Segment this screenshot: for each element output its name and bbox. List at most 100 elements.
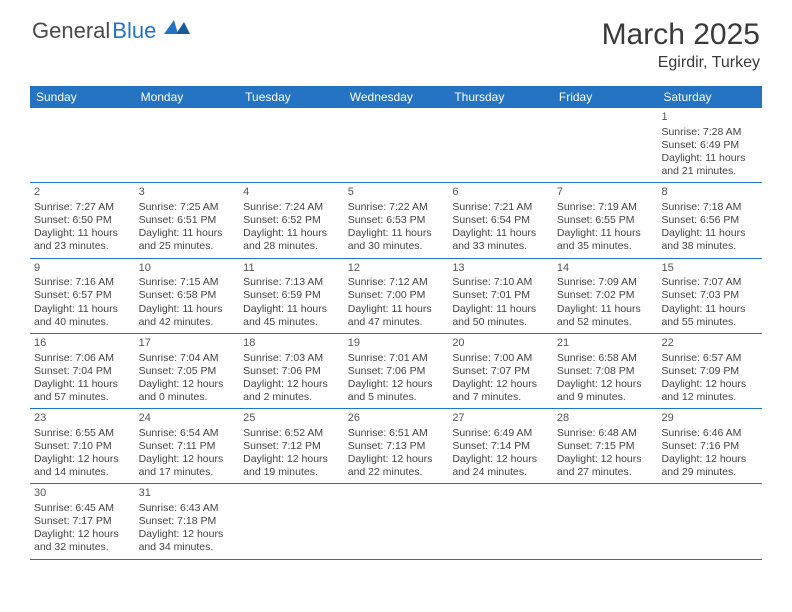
day-sunrise: Sunrise: 7:16 AM [34,276,131,289]
day-sunrise: Sunrise: 7:22 AM [348,201,445,214]
day-daylight: Daylight: 12 hours and 2 minutes. [243,378,340,404]
day-number: 15 [661,262,758,276]
weekday-header-cell: Tuesday [239,86,344,108]
calendar-day: 2Sunrise: 7:27 AMSunset: 6:50 PMDaylight… [30,183,135,257]
calendar-day: 4Sunrise: 7:24 AMSunset: 6:52 PMDaylight… [239,183,344,257]
day-sunset: Sunset: 6:52 PM [243,214,340,227]
weekday-header-cell: Friday [553,86,658,108]
day-number: 23 [34,412,131,426]
day-number: 14 [557,262,654,276]
day-number: 12 [348,262,445,276]
day-number: 28 [557,412,654,426]
calendar-day: 25Sunrise: 6:52 AMSunset: 7:12 PMDayligh… [239,409,344,483]
day-daylight: Daylight: 12 hours and 9 minutes. [557,378,654,404]
day-sunset: Sunset: 6:56 PM [661,214,758,227]
day-daylight: Daylight: 11 hours and 57 minutes. [34,378,131,404]
day-sunrise: Sunrise: 7:18 AM [661,201,758,214]
day-number: 5 [348,186,445,200]
day-daylight: Daylight: 12 hours and 17 minutes. [139,453,236,479]
day-sunset: Sunset: 7:06 PM [243,365,340,378]
day-sunrise: Sunrise: 7:04 AM [139,352,236,365]
day-number: 4 [243,186,340,200]
day-number: 11 [243,262,340,276]
day-sunrise: Sunrise: 7:07 AM [661,276,758,289]
day-sunrise: Sunrise: 7:01 AM [348,352,445,365]
calendar-day: 31Sunrise: 6:43 AMSunset: 7:18 PMDayligh… [135,484,240,558]
day-sunrise: Sunrise: 6:58 AM [557,352,654,365]
calendar-week: 9Sunrise: 7:16 AMSunset: 6:57 PMDaylight… [30,259,762,334]
calendar-day: 14Sunrise: 7:09 AMSunset: 7:02 PMDayligh… [553,259,658,333]
day-sunrise: Sunrise: 7:28 AM [661,126,758,139]
day-daylight: Daylight: 11 hours and 25 minutes. [139,227,236,253]
day-sunrise: Sunrise: 7:24 AM [243,201,340,214]
day-sunrise: Sunrise: 6:46 AM [661,427,758,440]
day-sunset: Sunset: 7:05 PM [139,365,236,378]
calendar-day-empty [344,484,449,558]
calendar-day-empty [448,108,553,182]
day-sunrise: Sunrise: 7:09 AM [557,276,654,289]
calendar-day-empty [553,484,658,558]
day-daylight: Daylight: 12 hours and 24 minutes. [452,453,549,479]
day-daylight: Daylight: 12 hours and 0 minutes. [139,378,236,404]
calendar-day: 6Sunrise: 7:21 AMSunset: 6:54 PMDaylight… [448,183,553,257]
day-sunset: Sunset: 7:16 PM [661,440,758,453]
calendar-week: 23Sunrise: 6:55 AMSunset: 7:10 PMDayligh… [30,409,762,484]
day-sunset: Sunset: 6:54 PM [452,214,549,227]
day-number: 6 [452,186,549,200]
day-sunrise: Sunrise: 6:48 AM [557,427,654,440]
day-number: 19 [348,337,445,351]
calendar-day: 9Sunrise: 7:16 AMSunset: 6:57 PMDaylight… [30,259,135,333]
day-number: 10 [139,262,236,276]
day-daylight: Daylight: 12 hours and 22 minutes. [348,453,445,479]
weekday-header-cell: Thursday [448,86,553,108]
day-sunset: Sunset: 7:01 PM [452,289,549,302]
calendar-day: 23Sunrise: 6:55 AMSunset: 7:10 PMDayligh… [30,409,135,483]
day-sunrise: Sunrise: 7:13 AM [243,276,340,289]
title-block: March 2025 Egirdir, Turkey [602,18,760,72]
day-sunset: Sunset: 7:02 PM [557,289,654,302]
calendar-day: 10Sunrise: 7:15 AMSunset: 6:58 PMDayligh… [135,259,240,333]
day-sunset: Sunset: 7:03 PM [661,289,758,302]
day-number: 17 [139,337,236,351]
calendar-day: 29Sunrise: 6:46 AMSunset: 7:16 PMDayligh… [657,409,762,483]
day-sunrise: Sunrise: 6:54 AM [139,427,236,440]
weekday-header-cell: Monday [135,86,240,108]
calendar-day: 26Sunrise: 6:51 AMSunset: 7:13 PMDayligh… [344,409,449,483]
calendar-day-empty [239,108,344,182]
day-sunset: Sunset: 7:10 PM [34,440,131,453]
day-number: 1 [661,111,758,125]
day-daylight: Daylight: 12 hours and 32 minutes. [34,528,131,554]
calendar-day-empty [657,484,762,558]
day-number: 8 [661,186,758,200]
day-sunset: Sunset: 6:49 PM [661,139,758,152]
logo: General Blue [32,18,190,44]
calendar-day-empty [30,108,135,182]
day-number: 7 [557,186,654,200]
calendar-body: 1Sunrise: 7:28 AMSunset: 6:49 PM Daylight… [30,108,762,560]
day-sunrise: Sunrise: 7:00 AM [452,352,549,365]
day-number: 20 [452,337,549,351]
header: General Blue March 2025 Egirdir, Turkey [0,0,792,80]
day-number: 31 [139,487,236,501]
day-daylight: Daylight: 11 hours and 38 minutes. [661,227,758,253]
day-number: 26 [348,412,445,426]
calendar-day: 11Sunrise: 7:13 AMSunset: 6:59 PMDayligh… [239,259,344,333]
day-sunrise: Sunrise: 6:52 AM [243,427,340,440]
calendar-day-empty [239,484,344,558]
day-number: 29 [661,412,758,426]
day-daylight: Daylight: 11 hours and 52 minutes. [557,303,654,329]
day-daylight: Daylight: 11 hours and 28 minutes. [243,227,340,253]
day-number: 22 [661,337,758,351]
location: Egirdir, Turkey [602,54,760,72]
day-number: 21 [557,337,654,351]
day-sunset: Sunset: 7:14 PM [452,440,549,453]
logo-text-blue: Blue [112,18,156,44]
day-sunset: Sunset: 7:13 PM [348,440,445,453]
day-sunrise: Sunrise: 7:27 AM [34,201,131,214]
day-sunrise: Sunrise: 6:49 AM [452,427,549,440]
day-daylight: Daylight: 12 hours and 29 minutes. [661,453,758,479]
calendar-day: 17Sunrise: 7:04 AMSunset: 7:05 PMDayligh… [135,334,240,408]
day-sunrise: Sunrise: 6:43 AM [139,502,236,515]
day-sunrise: Sunrise: 7:15 AM [139,276,236,289]
day-daylight: Daylight: 11 hours and 30 minutes. [348,227,445,253]
